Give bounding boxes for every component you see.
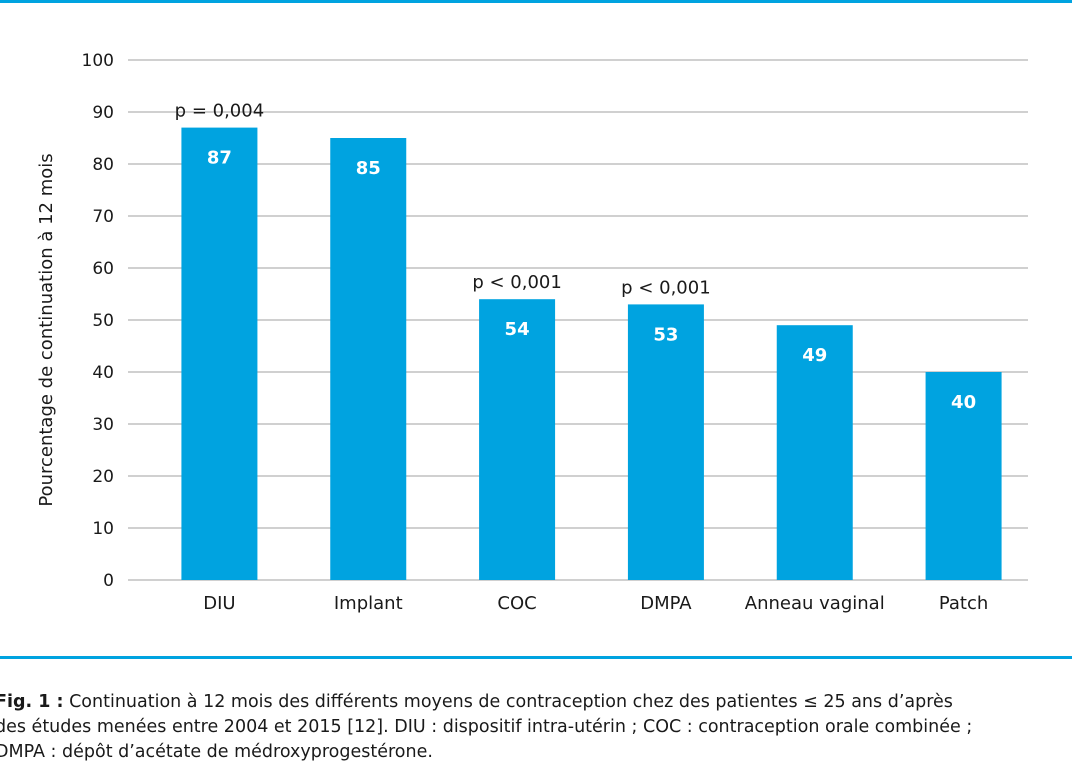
bar <box>181 127 258 580</box>
x-category-label: DMPA <box>640 593 692 614</box>
caption-rule <box>0 656 1072 659</box>
value-labels: 87 85 54 53 49 40 <box>207 148 976 413</box>
caption-line-3: DMPA : dépôt d’acétate de médroxyprogest… <box>0 742 433 762</box>
bar-chart: 0 10 20 30 40 50 60 70 80 90 100 87 85 54 53 49 40 p = … <box>36 51 1028 614</box>
y-tick-label: 80 <box>92 155 114 175</box>
bar-value-label: 49 <box>802 345 827 366</box>
caption-line-2: des études menées entre 2004 et 2015 [12… <box>0 717 973 737</box>
y-tick-label: 90 <box>92 103 114 123</box>
bar <box>925 372 1002 580</box>
figure-label: Fig. 1 : <box>0 692 64 712</box>
x-category-label: Implant <box>334 593 403 614</box>
caption-text-1: Continuation à 12 mois des différents mo… <box>69 692 953 712</box>
y-axis-label: Pourcentage de continuation à 12 mois <box>36 153 57 506</box>
top-rule <box>0 0 1072 3</box>
y-axis-ticks: 0 10 20 30 40 50 60 70 80 90 100 <box>82 51 114 591</box>
bar <box>330 138 407 580</box>
y-tick-label: 40 <box>92 363 114 383</box>
caption-line-1: Fig. 1 : Continuation à 12 mois des diff… <box>0 690 1072 715</box>
bar-value-label: 87 <box>207 148 232 169</box>
grid-lines <box>128 59 1028 581</box>
p-value-annotation: p = 0,004 <box>175 101 264 122</box>
y-tick-label: 30 <box>92 415 114 435</box>
y-tick-label: 60 <box>92 259 114 279</box>
y-tick-label: 100 <box>82 51 114 71</box>
y-tick-label: 0 <box>103 571 114 591</box>
bar <box>627 304 704 580</box>
y-tick-label: 10 <box>92 519 114 539</box>
x-category-label: DIU <box>203 593 235 614</box>
annotations: p = 0,004 p < 0,001 p < 0,001 <box>175 101 711 299</box>
bar-value-label: 53 <box>653 324 678 345</box>
bar-value-label: 85 <box>356 158 381 179</box>
y-tick-label: 70 <box>92 207 114 227</box>
y-tick-label: 20 <box>92 467 114 487</box>
p-value-annotation: p < 0,001 <box>621 277 710 298</box>
x-category-label: Anneau vaginal <box>745 593 885 614</box>
x-category-label: COC <box>497 593 536 614</box>
p-value-annotation: p < 0,001 <box>472 272 561 293</box>
bar-value-label: 54 <box>505 319 530 340</box>
bar <box>776 325 853 580</box>
bar <box>479 299 556 580</box>
figure-caption: Fig. 1 : Continuation à 12 mois des diff… <box>0 690 1072 765</box>
category-labels: DIU Implant COC DMPA Anneau vaginal Patch <box>203 593 988 614</box>
bar-value-label: 40 <box>951 392 976 413</box>
y-tick-label: 50 <box>92 311 114 331</box>
bars <box>181 127 1002 580</box>
x-category-label: Patch <box>939 593 988 614</box>
